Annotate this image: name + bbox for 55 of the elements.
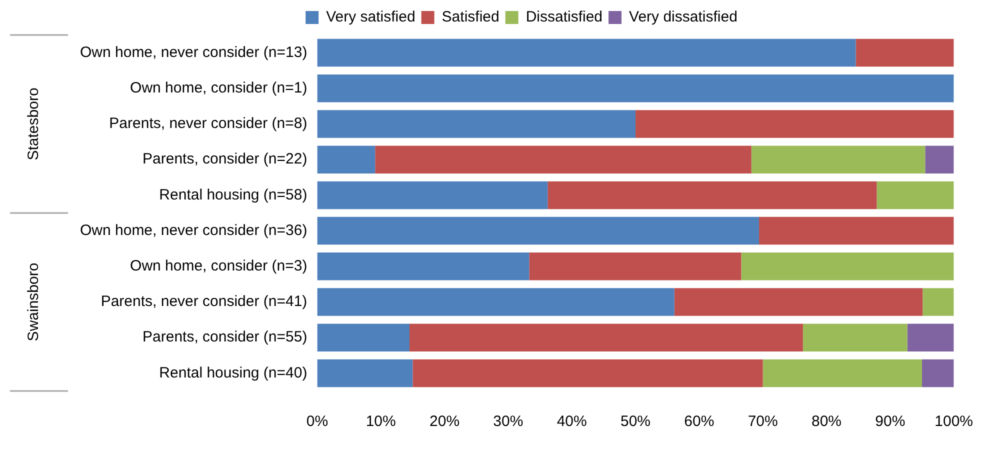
x-tick-label: 20% <box>430 413 460 430</box>
bar <box>317 146 376 174</box>
bar <box>759 216 954 245</box>
x-tick-label: 10% <box>366 413 396 430</box>
x-tick-label: 0% <box>306 413 328 430</box>
legend-label: Very satisfied <box>326 8 416 26</box>
y-tick-label: Rental housing (n=58) <box>159 186 308 204</box>
x-tick-label: 80% <box>811 413 842 430</box>
x-tick-label: 40% <box>556 413 587 430</box>
bar <box>317 110 636 138</box>
bar <box>636 110 954 138</box>
bar <box>922 288 954 316</box>
bar <box>548 181 877 210</box>
x-tick-label: 70% <box>748 413 778 430</box>
bar <box>317 38 856 67</box>
bar <box>907 324 954 352</box>
bar <box>317 181 548 210</box>
bar <box>317 324 410 352</box>
bar <box>529 252 742 280</box>
bar <box>317 359 413 388</box>
text: Statesboro <box>25 88 42 160</box>
x-tick-label: 30% <box>493 413 524 430</box>
legend-label: Dissatisfied <box>526 8 603 26</box>
bar <box>375 146 752 174</box>
bar <box>802 324 908 352</box>
x-tick-label: 50% <box>620 413 651 430</box>
bar <box>876 181 954 210</box>
bar <box>412 359 763 388</box>
y-tick-label: Parents, never consider (n=41) <box>100 293 308 310</box>
y-tick-label: Parents, consider (n=55) <box>142 328 308 346</box>
y-tick-label: Parents, never consider (n=8) <box>109 115 308 132</box>
bar <box>317 216 760 245</box>
text: Swainsboro <box>25 262 42 342</box>
bar <box>317 74 954 102</box>
bar <box>925 146 954 174</box>
legend-label: Satisfied <box>442 8 500 26</box>
bar <box>317 288 674 316</box>
y-tick-label: Own home, never consider (n=36) <box>80 222 308 239</box>
y-tick-label: Rental housing (n=40) <box>159 364 308 382</box>
bar <box>410 324 803 352</box>
y-tick-label: Parents, consider (n=22) <box>142 150 308 168</box>
legend-label: Very dissatisfied <box>629 8 738 26</box>
bar <box>317 252 530 280</box>
x-tick-label: 100% <box>934 413 974 430</box>
y-tick-label: Own home, never consider (n=13) <box>80 44 308 61</box>
bar <box>751 146 926 174</box>
bar <box>922 359 954 388</box>
y-tick-label: Own home, consider (n=1) <box>130 80 308 97</box>
x-tick-label: 90% <box>875 413 906 430</box>
bar <box>674 288 923 316</box>
bar <box>762 359 922 388</box>
bar <box>741 252 954 280</box>
x-tick-label: 60% <box>684 413 714 430</box>
y-tick-label: Own home, consider (n=3) <box>130 258 308 275</box>
bar <box>856 38 954 67</box>
